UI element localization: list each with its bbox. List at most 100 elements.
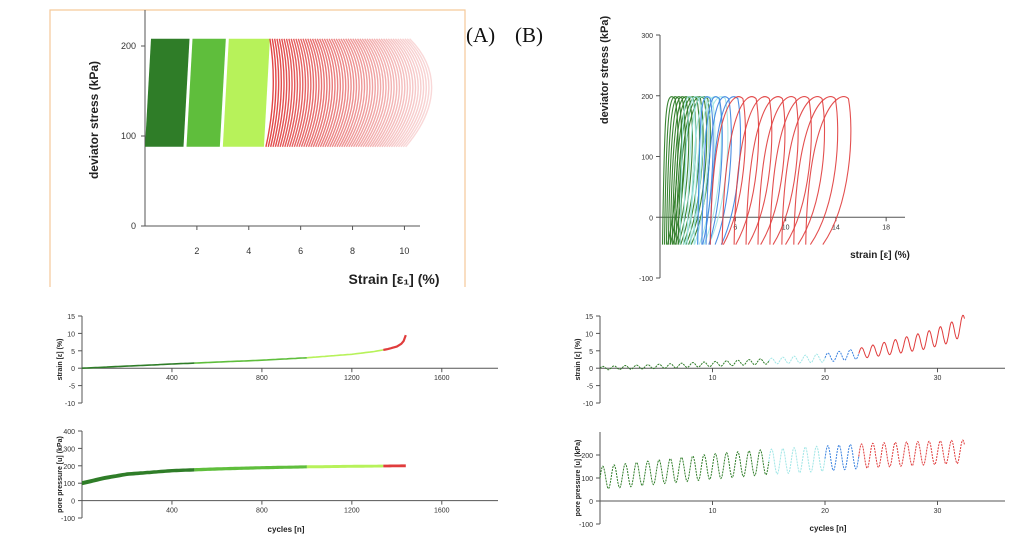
panel-label-b: (B) (515, 23, 543, 47)
stress-loop-red (352, 38, 374, 148)
A_stress_strain-xtick-label: 6 (298, 246, 303, 256)
strain-curve-mid_green (194, 357, 307, 364)
pore-wave-dark_green (599, 449, 770, 490)
stress-loop-red (376, 38, 401, 148)
stress-loop-red (293, 38, 307, 148)
stress-loop-blue (697, 96, 714, 245)
A_pore_cycles-y-axis-label: pore pressure [u] (kPa) (57, 436, 64, 513)
stress-loop-red (284, 38, 296, 148)
stress-loop-blue (709, 96, 742, 245)
A_strain_cycles-ytick-label: 10 (67, 331, 75, 338)
stress-loop-red (277, 38, 288, 147)
stress-loop-red (379, 38, 403, 148)
A_pore_cycles-x-axis-label: cycles [n] (268, 525, 305, 534)
B_pore_cycles-xtick-label: 10 (709, 508, 717, 515)
A_strain_cycles-xtick-label: 400 (166, 375, 178, 382)
B_stress_strain-ytick-label: -100 (639, 276, 653, 283)
stress-loop-red (388, 38, 414, 148)
stress-loop-red (371, 38, 395, 148)
stress-loop-cyan (686, 96, 710, 245)
stress-loop-red (357, 38, 379, 148)
stress-loop-red (369, 38, 393, 148)
panel-label-a: (A) (466, 23, 495, 47)
stress-loop-red (281, 38, 293, 148)
A_strain_cycles-ytick-label: 0 (71, 366, 75, 373)
B_pore_cycles-y-axis-label: pore pressure [u] (kPa) (575, 440, 582, 517)
A_strain_cycles-ytick-label: 5 (71, 349, 75, 356)
panel-a-frame (49, 9, 466, 287)
strain-wave-dark_green (599, 358, 770, 371)
stress-loop-blue (705, 96, 732, 245)
A_strain_cycles-xtick-label: 1200 (344, 375, 360, 382)
stress-loop-red (793, 96, 839, 245)
B_strain_cycles-ytick-label: -5 (587, 384, 593, 391)
strain-curve-light_green (306, 349, 384, 359)
stress-loop-red (405, 38, 433, 148)
stress-loop-red (341, 38, 360, 148)
stress-loop-red (333, 38, 352, 148)
A_pore_cycles-xtick-label: 1600 (434, 508, 450, 515)
stress-loop-red (265, 38, 274, 147)
stress-loop-cyan (697, 96, 729, 245)
stress-loop-red (397, 38, 425, 148)
B_stress_strain-x-axis-label: strain [ε] (%) (850, 250, 910, 261)
stress-loop-red (757, 96, 799, 245)
B_stress_strain-xtick-label: 10 (782, 224, 790, 231)
stress-loop-red (310, 38, 325, 148)
A_strain_cycles-xtick-label: 1600 (434, 375, 450, 382)
A_pore_cycles-ytick-label: 400 (63, 429, 75, 436)
B_pore_cycles-ytick-label: 200 (581, 453, 593, 460)
strain-wave-red (858, 314, 965, 359)
A_stress_strain-xtick-label: 10 (399, 246, 409, 256)
stress-loop-red (390, 38, 417, 148)
stress-loop-red (393, 38, 419, 148)
stress-loop-red (721, 96, 760, 245)
A_strain_cycles-ytick-label: -10 (65, 401, 75, 408)
stress-loop-red (296, 38, 309, 148)
strain-wave-blue (824, 349, 860, 362)
stress-loop-red (303, 38, 317, 148)
B_pore_cycles-x-axis-label: cycles [n] (810, 524, 847, 533)
pore-band-dark_green (82, 468, 195, 486)
B_strain_cycles-xtick-label: 30 (934, 375, 942, 382)
stress-loop-red (274, 38, 285, 147)
stress-loop-red (343, 38, 363, 148)
stress-loop-red (383, 38, 409, 148)
stress-loop-red (367, 38, 390, 148)
A_strain_cycles-xtick-label: 800 (256, 375, 268, 382)
A_stress_strain-xtick-label: 4 (246, 246, 251, 256)
stress-loop-red (360, 38, 382, 148)
strain-curve-dark_green (81, 362, 195, 369)
stress-loop-blue (701, 96, 723, 245)
pore-band-red (383, 464, 406, 468)
stress-loop-red (364, 38, 387, 148)
stress-loop-red (272, 38, 283, 147)
stress-loop-red (279, 38, 291, 147)
B_strain_cycles-ytick-label: 15 (585, 314, 593, 321)
B_strain_cycles-ytick-label: 10 (585, 331, 593, 338)
stress-loop-red (733, 96, 773, 245)
stress-loop-dark_green (661, 96, 679, 245)
pore-wave-red (858, 439, 965, 469)
stress-band-red (265, 38, 433, 148)
stress-loop-red (307, 38, 323, 148)
A_stress_strain-xtick-label: 8 (350, 246, 355, 256)
B_pore_cycles-ytick-label: 100 (581, 476, 593, 483)
A_pore_cycles-ytick-label: 100 (63, 481, 75, 488)
B_pore_cycles-ytick-label: -100 (579, 522, 593, 529)
A_strain_cycles-y-axis-label: strain [ε] (%) (57, 339, 64, 381)
A_pore_cycles-ytick-label: 200 (63, 464, 75, 471)
B_stress_strain-ytick-label: 200 (641, 94, 653, 101)
stress-loop-red (329, 38, 347, 148)
stress-loop-red (381, 38, 406, 148)
stress-loop-red (269, 38, 280, 147)
A_strain_cycles-ytick-label: 15 (67, 314, 75, 321)
stress-loop-red (395, 38, 422, 148)
stress-loop-red (362, 38, 384, 148)
A_stress_strain-ytick-label: 200 (121, 41, 136, 51)
A_pore_cycles-xtick-label: 800 (256, 508, 268, 515)
B_stress_strain-ytick-label: 100 (641, 155, 653, 162)
strain-wave-cyan (768, 353, 826, 365)
B_strain_cycles-y-axis-label: strain [ε] (%) (575, 339, 582, 381)
